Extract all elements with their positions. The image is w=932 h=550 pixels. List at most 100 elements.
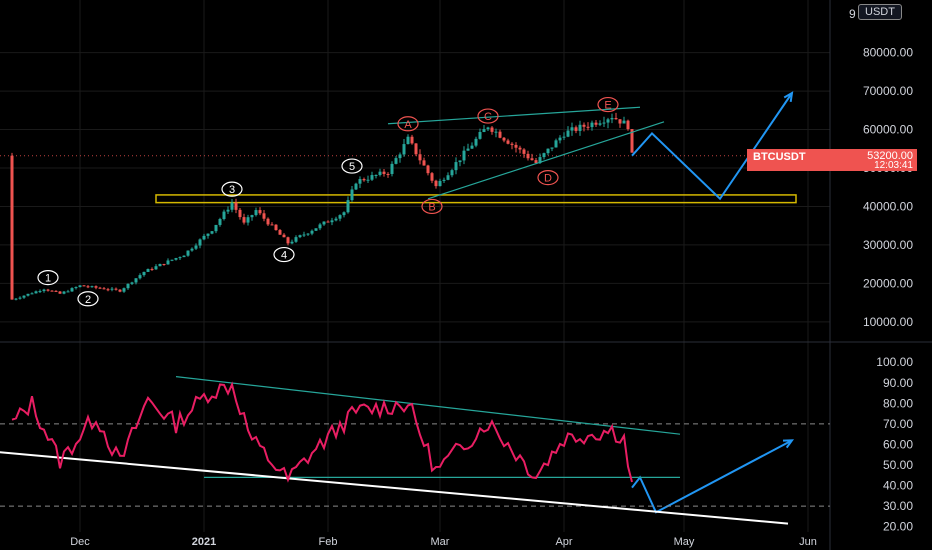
candles bbox=[10, 112, 634, 301]
candle-body bbox=[250, 215, 254, 218]
projection-arrows bbox=[631, 91, 795, 514]
candle-body bbox=[230, 202, 234, 210]
wave-label: E bbox=[604, 100, 611, 112]
candle-body bbox=[70, 288, 74, 292]
candle-body bbox=[118, 289, 122, 292]
rsi-tick-label: 100.00 bbox=[876, 355, 913, 369]
price-projection-arrowhead bbox=[783, 91, 794, 103]
candle-body bbox=[58, 291, 62, 294]
wave-label: D bbox=[544, 173, 552, 185]
wave-label-circle bbox=[597, 96, 619, 113]
candle-body bbox=[130, 282, 134, 284]
candle-body bbox=[394, 158, 398, 164]
candle-body bbox=[494, 131, 498, 133]
candle-body bbox=[326, 221, 330, 223]
candle-body bbox=[30, 293, 34, 295]
candle-body bbox=[594, 122, 598, 125]
time-axis[interactable]: Dec 2021 Feb Mar Apr May Jun bbox=[70, 536, 817, 548]
candle-body bbox=[322, 221, 326, 225]
wave-label: 3 bbox=[229, 184, 235, 196]
wave-label-circle bbox=[537, 170, 559, 186]
candle-body bbox=[410, 136, 414, 144]
candle-body bbox=[498, 131, 502, 138]
candle-body bbox=[342, 212, 346, 216]
candle-body bbox=[446, 175, 450, 180]
wave-labels: 1 2 3 4 5 A B C D E bbox=[37, 96, 619, 307]
candle-body bbox=[38, 291, 42, 293]
rsi-tick-label: 20.00 bbox=[883, 520, 913, 534]
time-axis-label: 2021 bbox=[192, 536, 216, 548]
candle-body bbox=[98, 287, 102, 289]
candle-body bbox=[358, 179, 362, 184]
candle-body bbox=[78, 285, 82, 288]
candle-body bbox=[426, 165, 430, 174]
candle-body bbox=[414, 143, 418, 155]
candle-body bbox=[558, 137, 562, 141]
price-tick-label: 60000.00 bbox=[863, 123, 913, 137]
wave-label: 2 bbox=[85, 294, 91, 306]
rsi-upper-trendline bbox=[175, 376, 681, 435]
candle-body bbox=[50, 290, 54, 292]
price-axis[interactable]: 80000.0070000.0060000.0050000.0040000.00… bbox=[849, 7, 913, 329]
candle-body bbox=[510, 143, 514, 145]
candle-body bbox=[522, 149, 526, 154]
candle-body bbox=[538, 157, 542, 164]
candle-body bbox=[462, 150, 466, 161]
candle-body bbox=[170, 259, 174, 261]
candle-body bbox=[418, 154, 422, 161]
candle-body bbox=[530, 158, 534, 161]
candle-body bbox=[454, 162, 458, 171]
support-zone-box bbox=[155, 194, 797, 204]
candle-body bbox=[610, 117, 614, 120]
candle-body bbox=[142, 271, 146, 276]
candle-body bbox=[254, 210, 258, 216]
candle-body bbox=[334, 218, 338, 221]
candle-body bbox=[314, 228, 318, 231]
candle-body bbox=[470, 145, 474, 149]
candle-body bbox=[258, 210, 262, 214]
currency-unit-badge[interactable]: USDT bbox=[858, 4, 902, 20]
price-tick-label: 30000.00 bbox=[863, 238, 913, 252]
candle-body bbox=[486, 127, 490, 130]
candle-body bbox=[154, 266, 158, 270]
wave-label-circle bbox=[37, 270, 59, 286]
wave-label: C bbox=[484, 111, 492, 123]
candle-body bbox=[346, 200, 350, 213]
candle-body bbox=[86, 286, 90, 288]
price-tick-label: 80000.00 bbox=[863, 46, 913, 60]
candle-body bbox=[630, 129, 634, 153]
candle-body bbox=[458, 160, 462, 163]
candle-body bbox=[598, 123, 602, 125]
candle-body bbox=[14, 298, 18, 300]
support-zone bbox=[155, 194, 797, 204]
candle-body bbox=[10, 155, 14, 300]
wave-label-circle bbox=[341, 158, 363, 174]
candle-body bbox=[298, 235, 302, 238]
time-axis-label: Jun bbox=[799, 536, 817, 548]
wave-label: B bbox=[428, 201, 435, 213]
candle-body bbox=[190, 248, 194, 251]
grid-lines bbox=[0, 0, 830, 532]
candle-body bbox=[398, 154, 402, 159]
candle-body bbox=[214, 224, 218, 232]
candle-body bbox=[218, 219, 222, 225]
candle-body bbox=[546, 148, 550, 154]
candle-body bbox=[406, 136, 410, 145]
wave-label-circle bbox=[477, 108, 499, 124]
candle-body bbox=[294, 237, 298, 242]
candle-body bbox=[42, 289, 46, 292]
candle-body bbox=[54, 290, 58, 292]
candle-body bbox=[278, 230, 282, 235]
trendlines bbox=[387, 106, 665, 200]
candle-body bbox=[578, 124, 582, 131]
candle-body bbox=[366, 179, 370, 181]
candle-body bbox=[518, 147, 522, 150]
candle-body bbox=[66, 291, 70, 293]
rsi-axis[interactable]: 100.00 90.00 80.00 70.00 60.00 50.00 40.00 30.0… bbox=[876, 355, 913, 533]
candle-body bbox=[482, 129, 486, 133]
last-price-badge: BTCUSDT 53200.00 12:03:41 bbox=[747, 149, 917, 171]
candle-body bbox=[82, 285, 86, 287]
candle-body bbox=[226, 209, 230, 212]
candle-body bbox=[166, 260, 170, 265]
